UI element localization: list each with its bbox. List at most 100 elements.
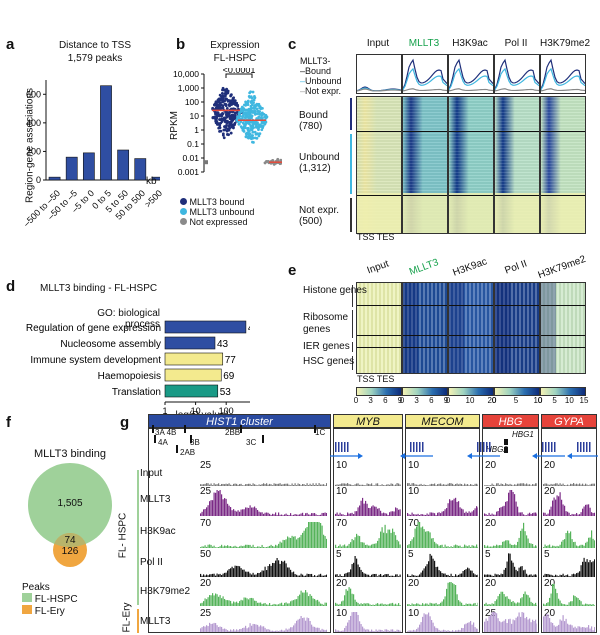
a-bar [151, 176, 160, 181]
g-signal-track [543, 530, 595, 548]
d-term-label: Immune system development [30, 355, 161, 366]
e-heatmap [402, 282, 448, 374]
b-ytick: 0.001 [178, 167, 200, 177]
e-scale-tick: 0 [537, 396, 543, 405]
c-track-label: Pol II [504, 38, 528, 49]
a-ytick: 0 [36, 175, 41, 185]
panel-b-dotplot: 10,000 1,000 100 10 1 0.1 0.01 0.001 <0.0001 [173, 68, 282, 177]
e-heatmap [356, 282, 402, 374]
g-row-label: MLLT3 [140, 616, 171, 627]
panel-a-chart: 0 200 400 600 [26, 80, 160, 185]
g-scale: 10 [408, 608, 420, 619]
hbg-gene-1: HBG1 [512, 430, 534, 439]
e-scale-tick: 10 [465, 396, 475, 405]
panel-e-group-ier: IER genes [303, 341, 350, 352]
e-scale-tick: 10 [533, 396, 543, 405]
g-scale: 5 [544, 549, 550, 560]
e-colorbar [540, 387, 586, 396]
g-scale: 25 [200, 486, 212, 497]
g-signal-track [543, 613, 595, 632]
d-xtick: 1 [162, 406, 167, 416]
a-bar [65, 156, 78, 181]
panel-a-subtitle: 1,579 peaks [67, 53, 123, 64]
g-row-label: Input [140, 468, 163, 479]
d-value: 69 [223, 371, 235, 382]
c-profile [356, 54, 402, 94]
g-scale: 10 [336, 460, 348, 471]
c-heatmap [540, 96, 586, 234]
g-row-label: Pol II [140, 557, 163, 568]
g-scale: 70 [200, 518, 212, 529]
d-bar [164, 352, 224, 366]
g-signal-track [335, 587, 401, 606]
g-signal-track [335, 483, 401, 486]
panel-b-label: b [176, 36, 186, 53]
g-scale: 50 [200, 549, 212, 560]
g-scale: 10 [336, 486, 348, 497]
venn-overlap-count: 74 [64, 535, 76, 546]
d-value: 43 [217, 339, 229, 350]
a-ytick: 400 [26, 118, 41, 128]
c-profile [540, 54, 586, 94]
a-ytick: 200 [26, 146, 41, 156]
b-ytick: 100 [185, 97, 199, 107]
e-colorbar [494, 387, 540, 396]
panel-c-label: c [288, 36, 297, 53]
g-signal-track [200, 590, 327, 606]
e-scale-tick: 6 [383, 396, 388, 405]
g-scale: 70 [408, 518, 420, 529]
g-locus-header: GYPA [541, 414, 597, 428]
g-locus-frame [541, 428, 597, 633]
g-signal-track [407, 522, 478, 548]
g-scale: 20 [200, 578, 212, 589]
g-signal-track [484, 490, 537, 516]
g-scale: 70 [336, 518, 348, 529]
panel-d-chart: Regulation of gene expression 441 Nucleoso… [26, 320, 250, 416]
e-heatmap [540, 282, 586, 374]
hbg-gene-2: HBG2 [486, 445, 508, 454]
g-signal-track [543, 557, 595, 577]
b-ytick: 1 [194, 125, 199, 135]
panel-d-label: d [6, 278, 16, 295]
g-locus-header: MECOM [405, 414, 480, 428]
e-scale-tick: 9 [397, 396, 403, 405]
e-track-label: Input [365, 258, 391, 277]
d-term-label: Translation [112, 387, 161, 398]
panel-e-group-hsc: HSC genes [303, 356, 355, 367]
g-signal-track [543, 483, 595, 486]
e-colorbar [448, 387, 494, 396]
g-signal-track [335, 524, 401, 548]
b-ytick: 10 [190, 111, 200, 121]
g-scale: 10 [408, 460, 420, 471]
g-signal-track [200, 522, 327, 548]
panel-d-title: MLLT3 binding - FL-HSPC [40, 283, 158, 294]
d-bar [164, 336, 216, 350]
panel-b-legend: MLLT3 bound MLLT3 unbound Not expressed [180, 197, 254, 227]
g-signal-track [484, 553, 537, 577]
g-group-hspc: FL- HSPC [117, 512, 129, 559]
g-scale: 5 [485, 549, 491, 560]
e-heatmap [494, 282, 540, 374]
e-scale-tick: 10 [564, 396, 574, 405]
g-signal-track [484, 483, 537, 486]
g-locus-frame [333, 428, 403, 633]
e-scale-tick: 0 [445, 396, 451, 405]
g-signal-track [335, 556, 401, 577]
d-value: 53 [220, 387, 232, 398]
d-bar [164, 384, 219, 398]
g-signal-track [484, 522, 537, 548]
d-xtick: 10 [191, 406, 201, 416]
e-heatmap [448, 282, 494, 374]
c-track-label: H3K9ac [452, 38, 488, 49]
g-locus-header: HBG [482, 414, 539, 428]
g-row-label: H3K79me2 [140, 586, 191, 597]
g-scale: 20 [544, 608, 556, 619]
a-bar [100, 85, 112, 181]
panel-f-legend: Peaks FL-HSPC FL-Ery [22, 582, 78, 617]
e-scale-tick: 20 [487, 396, 497, 405]
d-xtick: 100 [219, 406, 234, 416]
c-profile [402, 54, 448, 94]
g-signal-track [200, 490, 327, 516]
e-scale-tick: 0 [399, 396, 405, 405]
b-ytick: 10,000 [173, 69, 199, 79]
